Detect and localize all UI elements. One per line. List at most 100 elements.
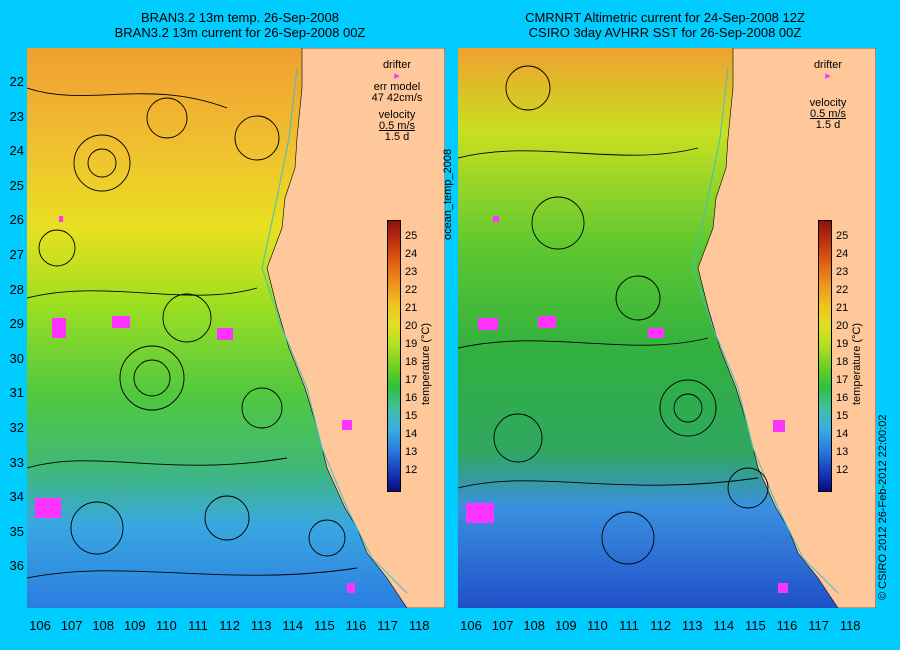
err-model-label: err model <box>373 81 421 93</box>
longitude-tick: 114 <box>282 618 304 633</box>
latitude-tick: 31 <box>9 385 24 401</box>
colorbar-tick: 23 <box>405 266 418 278</box>
left-title-line2: BRAN3.2 13m current for 26-Sep-2008 00Z <box>114 25 366 40</box>
latitude-tick: 22 <box>9 74 24 89</box>
right-sst-map: drifter ▸ velocity 0.5 m/s 1.5 d <box>458 48 876 608</box>
longitude-tick: 111 <box>619 618 639 633</box>
right-title-line2: CSIRO 3day AVHRR SST for 26-Sep-2008 00Z <box>528 25 802 40</box>
colorbar-tick: 13 <box>836 446 849 458</box>
colorbar-tick: 17 <box>405 374 418 386</box>
left-colorbar <box>387 220 401 492</box>
dataset-side-label: ocean_temp_2008 <box>442 148 454 240</box>
right-colorbar <box>818 220 832 492</box>
colorbar-tick: 22 <box>405 284 418 296</box>
latitude-tick: 23 <box>9 108 24 124</box>
err-model-value: 47 42cm/s <box>371 92 423 104</box>
longitude-tick: 111 <box>188 618 208 633</box>
longitude-tick: 117 <box>377 618 398 633</box>
velocity-scale: 0.5 m/s <box>809 108 847 120</box>
longitude-tick: 106 <box>460 618 482 633</box>
latitude-tick: 29 <box>9 316 24 332</box>
longitude-tick: 110 <box>587 618 608 633</box>
colorbar-tick: 12 <box>836 464 849 476</box>
colorbar-tick: 17 <box>836 374 849 386</box>
drifter-legend-label: drifter <box>382 59 412 71</box>
shelf-line <box>261 67 408 594</box>
latitude-tick: 25 <box>9 177 24 193</box>
right-panel-title: CMRNRT Altimetric current for 24-Sep-200… <box>455 10 875 40</box>
longitude-tick: 108 <box>92 618 115 633</box>
colorbar-tick: 15 <box>405 410 418 422</box>
latitude-tick: 27 <box>9 247 24 262</box>
latitude-tick: 30 <box>9 350 24 366</box>
right-title-line1: CMRNRT Altimetric current for 24-Sep-200… <box>525 10 805 25</box>
latitude-tick: 32 <box>9 420 24 435</box>
colorbar-tick: 23 <box>836 266 849 278</box>
longitude-tick: 106 <box>29 618 51 633</box>
current-streamlines <box>458 65 769 565</box>
colorbar-tick: 24 <box>405 248 418 260</box>
left-panel-title: BRAN3.2 13m temp. 26-Sep-2008 BRAN3.2 13… <box>30 10 450 40</box>
latitude-tick: 34 <box>9 489 24 505</box>
right-legend: drifter ▸ velocity 0.5 m/s 1.5 d <box>783 60 873 131</box>
longitude-tick: 116 <box>345 618 367 633</box>
latitude-tick: 28 <box>9 281 24 297</box>
colorbar-tick: 19 <box>836 338 849 350</box>
longitude-tick: 108 <box>523 618 546 633</box>
velocity-label: velocity <box>378 109 416 121</box>
colorbar-tick: 15 <box>836 410 849 422</box>
left-legend: drifter ▸ err model 47 42cm/s velocity 0… <box>352 60 442 143</box>
copyright-side-label: © CSIRO 2012 26-Feb-2012 22:00:02 <box>877 414 889 600</box>
longitude-tick: 109 <box>123 618 146 633</box>
colorbar-tick: 18 <box>405 356 418 368</box>
left-title-line1: BRAN3.2 13m temp. 26-Sep-2008 <box>141 10 339 25</box>
drifter-tracks <box>35 216 355 593</box>
colorbar-tick: 18 <box>836 356 849 368</box>
latitude-tick: 35 <box>9 523 24 539</box>
latitude-tick: 24 <box>9 143 24 159</box>
right-colorbar-label: temperature (°C) <box>851 322 863 405</box>
velocity-scale: 0.5 m/s <box>378 120 416 132</box>
longitude-tick: 118 <box>839 618 861 633</box>
colorbar-tick: 16 <box>405 392 418 404</box>
colorbar-tick: 14 <box>836 428 849 440</box>
colorbar-tick: 13 <box>405 446 418 458</box>
longitude-tick: 112 <box>219 618 240 633</box>
colorbar-tick: 20 <box>405 320 418 332</box>
longitude-tick: 113 <box>250 618 272 633</box>
left-sst-map: drifter ▸ err model 47 42cm/s velocity 0… <box>27 48 445 608</box>
latitude-tick: 36 <box>9 558 24 574</box>
drifter-tracks <box>466 216 788 593</box>
colorbar-tick: 19 <box>405 338 418 350</box>
left-colorbar-label: temperature (°C) <box>420 322 432 405</box>
longitude-tick: 109 <box>554 618 577 633</box>
velocity-duration: 1.5 d <box>815 119 841 131</box>
longitude-tick: 113 <box>681 618 703 633</box>
velocity-label: velocity <box>809 97 847 109</box>
velocity-duration: 1.5 d <box>384 131 410 143</box>
drifter-legend-label: drifter <box>813 59 843 71</box>
longitude-tick: 115 <box>314 618 335 633</box>
colorbar-tick: 12 <box>405 464 418 476</box>
longitude-tick: 117 <box>808 618 829 633</box>
latitude-tick: 26 <box>9 212 24 228</box>
shelf-line <box>692 67 839 594</box>
colorbar-tick: 16 <box>836 392 849 404</box>
colorbar-tick: 22 <box>836 284 849 296</box>
colorbar-tick: 20 <box>836 320 849 332</box>
longitude-tick: 110 <box>156 618 177 633</box>
longitude-tick: 116 <box>776 618 798 633</box>
drifter-legend-marker: ▸ <box>394 70 400 82</box>
drifter-legend-marker: ▸ <box>825 70 831 82</box>
colorbar-tick: 21 <box>405 302 418 314</box>
longitude-tick: 107 <box>60 618 83 633</box>
colorbar-tick: 14 <box>405 428 418 440</box>
colorbar-tick: 24 <box>836 248 849 260</box>
longitude-tick: 112 <box>650 618 671 633</box>
longitude-tick: 115 <box>745 618 766 633</box>
colorbar-tick: 25 <box>836 230 849 242</box>
colorbar-tick: 21 <box>836 302 849 314</box>
longitude-tick: 107 <box>491 618 514 633</box>
current-streamlines <box>27 87 358 579</box>
colorbar-tick: 25 <box>405 230 418 242</box>
